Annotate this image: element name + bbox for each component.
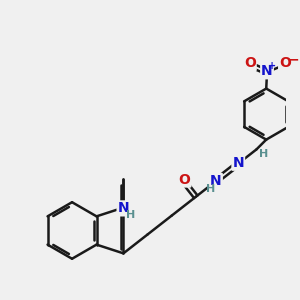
Text: −: − [287,52,299,67]
Text: H: H [259,149,268,159]
Text: N: N [232,156,244,170]
Text: N: N [210,174,222,188]
Text: N: N [261,64,273,78]
Text: O: O [279,56,291,70]
Text: H: H [126,210,135,220]
Text: O: O [178,172,190,187]
Text: O: O [244,56,256,70]
Text: N: N [118,201,129,215]
Text: H: H [206,184,215,194]
Text: +: + [268,61,276,71]
